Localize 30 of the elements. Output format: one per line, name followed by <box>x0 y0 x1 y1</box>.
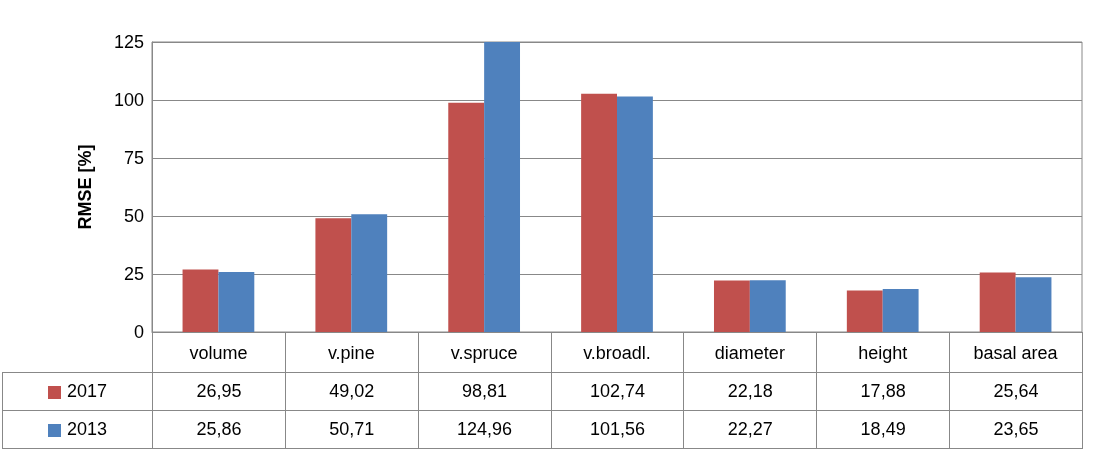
data-label: 23,65 <box>949 410 1083 449</box>
y-tick-label: 0 <box>133 322 144 342</box>
y-tick-label: 100 <box>113 90 144 110</box>
x-tick-label: volume <box>189 343 248 363</box>
data-label: 17,88 <box>816 372 950 411</box>
x-tick-label: v.broadl. <box>583 343 651 363</box>
x-tick-label: basal area <box>973 343 1059 363</box>
legend-label: 2013 <box>2 410 153 449</box>
y-axis-title: RMSE [%] <box>75 144 95 230</box>
data-label: 50,71 <box>285 410 419 449</box>
y-tick-label: 125 <box>113 32 144 52</box>
data-label: 25,86 <box>152 410 286 449</box>
x-tick-label: height <box>858 343 908 363</box>
data-label: 98,81 <box>418 372 552 411</box>
x-tick-label: v.spruce <box>450 343 518 363</box>
data-label: 22,27 <box>683 410 817 449</box>
data-label: 49,02 <box>285 372 419 411</box>
x-tick-label: diameter <box>714 343 785 363</box>
y-tick-label: 50 <box>123 206 144 226</box>
y-tick-label: 25 <box>123 264 144 284</box>
data-label: 124,96 <box>418 410 552 449</box>
data-label: 101,56 <box>551 410 684 449</box>
data-label: 18,49 <box>816 410 950 449</box>
x-tick-label: v.pine <box>327 343 375 363</box>
y-tick-label: 75 <box>123 148 144 168</box>
data-label: 26,95 <box>152 372 286 411</box>
data-label: 25,64 <box>949 372 1083 411</box>
data-label: 102,74 <box>551 372 684 411</box>
data-label: 22,18 <box>683 372 817 411</box>
legend-label: 2017 <box>2 372 153 411</box>
